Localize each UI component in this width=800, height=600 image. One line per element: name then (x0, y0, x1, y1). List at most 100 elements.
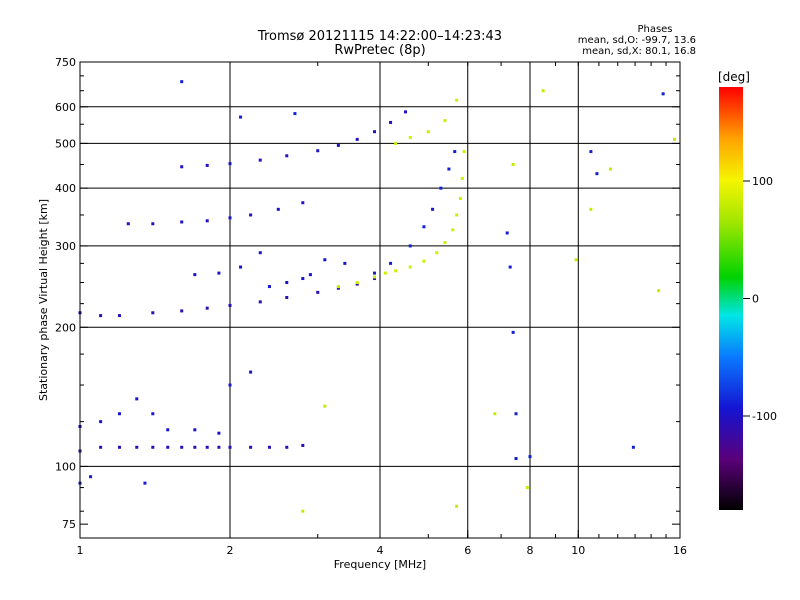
data-point (661, 92, 665, 96)
data-point (239, 115, 243, 119)
data-point (408, 244, 412, 248)
data-point (285, 296, 289, 300)
data-point (389, 261, 393, 265)
data-point (493, 412, 497, 416)
data-point (228, 216, 232, 220)
data-point (285, 154, 289, 158)
data-point (508, 265, 512, 269)
data-point (228, 445, 232, 449)
data-point (336, 286, 340, 290)
x-tick-label: 8 (527, 544, 534, 557)
data-point (439, 186, 443, 190)
data-point (455, 213, 459, 217)
data-point (408, 265, 412, 269)
data-point (514, 457, 518, 461)
data-point (89, 475, 93, 479)
data-point (166, 445, 170, 449)
data-point (285, 445, 289, 449)
data-point (514, 412, 518, 416)
data-point (426, 130, 430, 134)
data-point (205, 219, 209, 223)
colorbar-unit: [deg] (718, 70, 750, 84)
y-tick-label: 600 (55, 101, 76, 114)
data-point (99, 445, 103, 449)
data-point (126, 222, 130, 226)
chart-subtitle: RwPretec (8p) (334, 43, 425, 58)
data-point (205, 306, 209, 310)
data-point (258, 251, 262, 255)
x-tick-label: 16 (673, 544, 687, 557)
data-point (151, 445, 155, 449)
data-point (455, 98, 459, 102)
data-point (431, 207, 435, 211)
phases-label: Phases (637, 24, 672, 35)
y-tick-label: 750 (55, 56, 76, 69)
data-point (180, 309, 184, 313)
data-point (285, 281, 289, 285)
data-point (451, 228, 455, 232)
data-point (99, 420, 103, 424)
data-point (151, 412, 155, 416)
data-point (301, 277, 305, 281)
data-point (608, 167, 612, 171)
data-point (528, 455, 532, 459)
data-point (180, 165, 184, 169)
data-point (228, 383, 232, 387)
data-point (455, 504, 459, 508)
data-point (336, 285, 340, 289)
data-point (453, 150, 457, 154)
data-point (308, 273, 312, 277)
data-point (205, 163, 209, 167)
data-point (117, 445, 121, 449)
data-point (258, 158, 262, 162)
data-point (673, 137, 677, 141)
data-point (383, 271, 387, 275)
colorbar-tick-label: -100 (752, 410, 777, 423)
data-point (589, 150, 593, 154)
data-point (267, 445, 271, 449)
data-point (193, 445, 197, 449)
data-point (249, 370, 253, 374)
data-point (249, 213, 253, 217)
data-point (373, 277, 377, 281)
data-point (180, 220, 184, 224)
x-tick-label: 2 (227, 544, 234, 557)
data-point (373, 271, 377, 275)
data-point (574, 258, 578, 262)
data-point (323, 258, 327, 262)
data-point (422, 225, 426, 229)
y-tick-label: 100 (55, 460, 76, 473)
data-point (258, 300, 262, 304)
data-point (525, 486, 529, 490)
data-point (143, 481, 147, 485)
data-point (293, 112, 297, 116)
data-point (193, 428, 197, 432)
data-point (228, 303, 232, 307)
data-point (99, 314, 103, 318)
data-point (447, 167, 451, 171)
y-tick-label: 200 (55, 321, 76, 334)
data-point (135, 397, 139, 401)
data-point (316, 149, 320, 153)
data-point (336, 143, 340, 147)
data-point (193, 273, 197, 277)
data-point (180, 445, 184, 449)
data-point (117, 412, 121, 416)
data-point (355, 282, 359, 286)
data-point (323, 404, 327, 408)
phase-stats-o: mean, sd,O: -99.7, 13.6 (578, 35, 696, 46)
x-tick-label: 10 (571, 544, 585, 557)
data-point (505, 231, 509, 235)
y-axis-label: Stationary phase Virtual Height [km] (37, 199, 50, 401)
colorbar-ticks: 100 0 -100 (743, 175, 777, 423)
data-point (373, 130, 377, 134)
y-tick-label: 400 (55, 182, 76, 195)
data-point (408, 135, 412, 139)
data-point (511, 163, 515, 167)
data-points (78, 80, 677, 513)
data-point (595, 172, 599, 176)
data-point (276, 207, 280, 211)
data-point (443, 241, 447, 245)
data-point (205, 445, 209, 449)
data-point (460, 176, 464, 180)
